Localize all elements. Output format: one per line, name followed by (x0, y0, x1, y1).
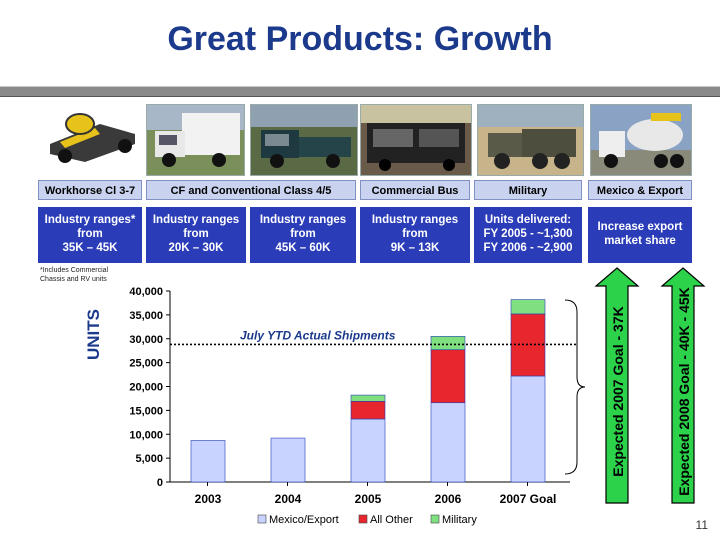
bar-segment (190, 440, 226, 483)
military-truck-image (477, 104, 584, 176)
y-tick-label: 40,000 (129, 286, 163, 298)
info-line: Units delivered: (484, 214, 572, 226)
goal-2007-arrow (594, 267, 640, 504)
info-line: 9K – 13K (390, 242, 440, 254)
header-mexico-export: Mexico & Export (588, 180, 692, 200)
bar-segment (350, 401, 386, 420)
pickup-truck-image (250, 104, 358, 176)
info-line: 35K – 45K (62, 242, 118, 254)
info-box-conventional: Industry ranges from 45K – 60K (250, 207, 356, 263)
goal-2007-arrow-label: Expected 2007 Goal - 37K (610, 306, 626, 476)
bar-segment (430, 349, 466, 404)
y-tick-label: 25,000 (129, 358, 163, 370)
info-line: market share (604, 235, 676, 247)
legend-label: Military (442, 514, 477, 526)
bar-segment (510, 299, 546, 315)
title-divider (0, 86, 720, 97)
mixer-truck-image (590, 104, 692, 176)
y-tick-label: 5,000 (135, 453, 163, 465)
info-box-mexico: Increase export market share (588, 207, 692, 263)
workhorse-chassis-image (40, 104, 140, 174)
info-line: 20K – 30K (168, 242, 224, 254)
info-box-workhorse: Industry ranges* from 35K – 45K (38, 207, 142, 263)
info-line: from (290, 228, 316, 240)
footnote: *Includes Commercial Chassis and RV unit… (40, 266, 108, 284)
page-number: 11 (695, 518, 708, 532)
info-line: 45K – 60K (275, 242, 331, 254)
info-box-military: Units delivered: FY 2005 - ~1,300 FY 200… (474, 207, 582, 263)
x-tick-label: 2003 (195, 492, 222, 506)
legend-swatch (430, 514, 440, 524)
info-line: from (183, 228, 209, 240)
legend-label: Mexico/Export (269, 514, 339, 526)
bar-segment (430, 402, 466, 483)
header-commercial-bus: Commercial Bus (360, 180, 470, 200)
legend-swatch (358, 514, 368, 524)
info-line: Industry ranges (152, 214, 240, 226)
header-military: Military (474, 180, 582, 200)
bar-segment (430, 336, 466, 351)
goal-2008-arrow (660, 267, 706, 504)
bus-image (360, 104, 472, 176)
info-line: Industry ranges (371, 214, 459, 226)
info-line: FY 2006 - ~2,900 (483, 242, 573, 254)
info-line: Industry ranges (259, 214, 347, 226)
info-line: from (77, 228, 103, 240)
y-tick-label: 15,000 (129, 405, 163, 417)
y-tick-label: 30,000 (129, 334, 163, 346)
info-line: from (402, 228, 428, 240)
header-workhorse: Workhorse Cl 3-7 (38, 180, 142, 200)
bar-segment (350, 394, 386, 402)
bar-segment (510, 375, 546, 483)
y-tick-label: 0 (157, 477, 163, 489)
ytd-annotation: July YTD Actual Shipments (240, 328, 396, 342)
legend-label: All Other (370, 514, 413, 526)
footnote-line: Chassis and RV units (40, 276, 107, 283)
info-line: FY 2005 - ~1,300 (483, 228, 573, 240)
page-title: Great Products: Growth (167, 20, 553, 58)
y-tick-label: 20,000 (129, 382, 163, 394)
x-tick-label: 2007 Goal (500, 492, 557, 506)
x-tick-label: 2006 (435, 492, 462, 506)
info-line: Increase export (597, 221, 683, 233)
y-tick-label: 10,000 (129, 429, 163, 441)
bracket-brace (564, 299, 586, 475)
info-box-cf: Industry ranges from 20K – 30K (146, 207, 246, 263)
goal-2008-arrow-label: Expected 2008 Goal - 40K - 45K (676, 287, 692, 496)
header-cf-conventional: CF and Conventional Class 4/5 (146, 180, 356, 200)
info-box-bus: Industry ranges from 9K – 13K (360, 207, 470, 263)
info-line: Industry ranges* (44, 214, 136, 226)
x-tick-label: 2005 (355, 492, 382, 506)
bar-segment (350, 418, 386, 483)
footnote-line: *Includes Commercial (40, 267, 109, 274)
bar-segment (270, 437, 306, 483)
legend-swatch (257, 514, 267, 524)
x-tick-label: 2004 (275, 492, 302, 506)
y-tick-label: 35,000 (129, 310, 163, 322)
box-truck-image (146, 104, 245, 176)
